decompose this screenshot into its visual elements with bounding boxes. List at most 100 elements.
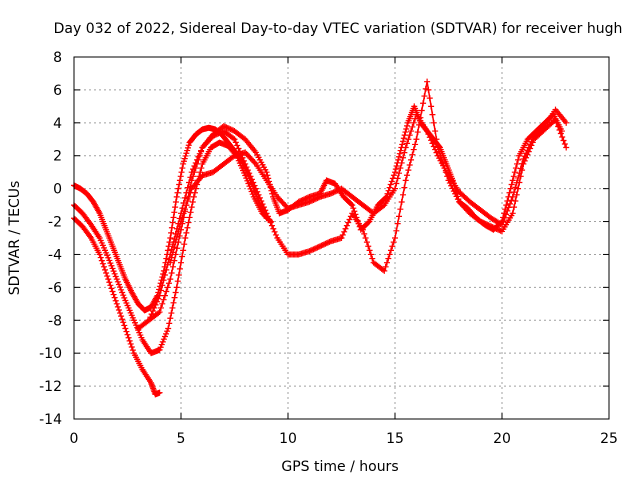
data-point: [529, 135, 536, 142]
data-point: [420, 100, 427, 107]
data-point: [403, 125, 410, 132]
data-point: [169, 263, 176, 270]
data-point: [157, 287, 164, 294]
data-point: [405, 167, 412, 174]
data-point: [314, 195, 321, 202]
data-point: [519, 160, 526, 167]
data-point: [307, 247, 314, 254]
data-point: [401, 184, 408, 191]
data-point: [115, 281, 122, 288]
data-point: [404, 172, 411, 179]
data-point: [164, 284, 171, 291]
data-point: [323, 240, 330, 247]
data-point: [322, 240, 329, 247]
data-point: [409, 123, 416, 130]
data-point: [365, 219, 372, 226]
data-point: [246, 170, 253, 177]
data-point: [389, 243, 396, 250]
data-point: [394, 175, 401, 182]
data-point: [379, 266, 386, 273]
data-point: [173, 284, 180, 291]
x-tick-label: 0: [70, 431, 79, 447]
data-point: [561, 141, 568, 148]
data-point: [428, 137, 435, 144]
data-point: [231, 136, 238, 143]
data-point: [190, 166, 197, 173]
data-point: [432, 146, 439, 153]
data-point: [254, 188, 261, 195]
data-point: [338, 235, 345, 241]
data-point: [525, 144, 532, 151]
data-point: [396, 170, 403, 177]
data-point: [127, 340, 134, 347]
data-point: [350, 205, 357, 212]
data-point: [160, 277, 167, 284]
data-point: [512, 184, 519, 191]
data-point: [230, 135, 237, 142]
data-point: [129, 347, 136, 354]
data-point: [270, 225, 277, 232]
data-point: [319, 241, 326, 248]
data-point: [365, 243, 372, 250]
data-point: [429, 111, 436, 118]
data-point: [557, 130, 564, 137]
data-point: [478, 219, 485, 226]
data-point: [251, 182, 258, 189]
data-point: [511, 169, 518, 176]
data-point: [400, 154, 407, 161]
data-point: [260, 204, 267, 211]
data-point: [393, 227, 400, 234]
data-point: [310, 196, 317, 203]
data-point: [504, 207, 511, 214]
data-point: [510, 173, 517, 180]
data-point: [215, 130, 222, 137]
data-point: [405, 136, 412, 143]
data-point: [342, 225, 349, 232]
data-point: [184, 147, 191, 154]
data-point: [397, 147, 404, 154]
data-point: [508, 181, 515, 188]
data-point: [128, 344, 135, 351]
data-point: [348, 201, 355, 208]
data-point: [309, 197, 316, 204]
data-point: [388, 178, 395, 185]
data-point: [311, 196, 318, 203]
data-point: [418, 107, 425, 114]
data-point: [508, 197, 515, 204]
data-point: [176, 181, 183, 188]
data-point: [168, 269, 175, 276]
data-point: [540, 124, 547, 131]
data-point: [115, 306, 122, 313]
data-point: [394, 220, 401, 227]
data-point: [172, 204, 179, 211]
data-point: [513, 191, 520, 198]
y-tick-label: 4: [53, 116, 62, 132]
data-point: [122, 325, 129, 332]
data-point: [396, 153, 403, 160]
data-point: [516, 170, 523, 177]
data-series: [71, 78, 570, 398]
data-point: [263, 210, 270, 217]
data-point: [106, 257, 113, 264]
data-point: [400, 138, 407, 145]
data-point: [390, 239, 397, 246]
data-point: [179, 253, 186, 260]
data-point: [176, 223, 183, 230]
data-point: [256, 194, 263, 201]
data-point: [172, 199, 179, 206]
data-point: [452, 190, 459, 197]
data-point: [182, 194, 189, 201]
series-trace-d: [145, 103, 565, 324]
data-point: [493, 225, 500, 232]
data-point: [500, 218, 507, 225]
data-point: [424, 78, 431, 85]
data-point: [110, 291, 117, 298]
data-point: [513, 160, 520, 167]
data-point: [178, 259, 184, 266]
data-point: [363, 239, 370, 246]
data-point: [183, 150, 190, 157]
data-point: [185, 219, 192, 226]
data-point: [393, 180, 400, 187]
data-point: [398, 199, 405, 206]
data-point: [243, 164, 250, 171]
